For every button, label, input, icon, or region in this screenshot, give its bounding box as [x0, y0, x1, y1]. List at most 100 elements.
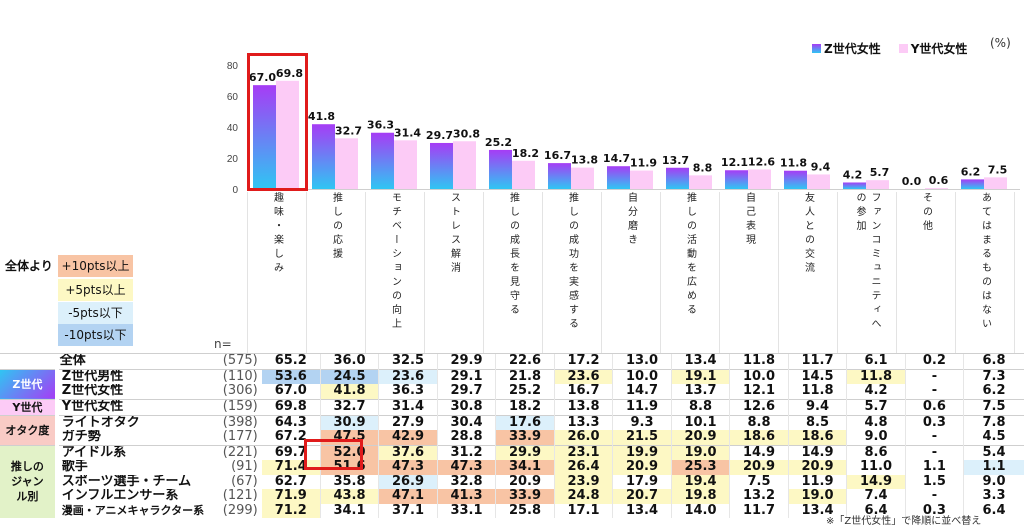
footnote: ※「Z世代女性」で降順に並べ替え	[826, 516, 982, 527]
category-label-column: モチベーションの向上	[365, 192, 424, 354]
table-cell: 31.4	[378, 398, 438, 415]
table-cell: 26.4	[553, 460, 613, 475]
category-label: 友人との交流	[802, 192, 814, 276]
data-label-z-gen: 29.7	[426, 129, 453, 142]
data-label-y-gen: 31.4	[394, 126, 421, 139]
category-label-column: 自己表現	[719, 192, 778, 354]
data-label-z-gen: 14.7	[603, 152, 630, 165]
row-label: ライトオタク	[56, 414, 205, 430]
table-cell: 29.1	[436, 368, 496, 384]
table-cell: 14.9	[729, 444, 789, 460]
bar-y-gen	[512, 160, 535, 189]
table-cell: 53.6	[261, 368, 321, 384]
table-cell: 19.0	[787, 489, 847, 504]
table-cell: 14.9	[846, 474, 906, 489]
legend-item-z: Z世代女性	[812, 40, 881, 57]
table-cell: 24.5	[319, 368, 379, 384]
table-cell: 69.8	[261, 398, 321, 415]
table-cell: 11.9	[787, 474, 847, 489]
table-cell: 19.0	[670, 444, 730, 460]
category-label: ストレス解消	[448, 192, 460, 276]
table-cell: 8.5	[787, 414, 847, 430]
bar-z-gen	[725, 170, 748, 189]
table-cell: 18.6	[729, 430, 789, 445]
table-cell: 21.8	[495, 368, 555, 384]
y-tick-label: 0	[232, 185, 238, 196]
bar-z-gen	[253, 85, 276, 189]
category-label-column: 推しの成長を見守る	[483, 192, 542, 354]
table-cell: 25.2	[495, 384, 555, 399]
table-cell: 13.2	[729, 489, 789, 504]
bar-y-gen	[453, 141, 476, 189]
data-label-z-gen: 11.8	[780, 157, 807, 170]
table-cell: 14.5	[787, 368, 847, 384]
row-sample-size: (91)	[231, 460, 258, 475]
table-cell: 14.0	[670, 503, 730, 518]
data-label-y-gen: 8.8	[693, 161, 713, 174]
table-cell: 9.4	[787, 398, 847, 415]
table-cell: 13.3	[553, 414, 613, 430]
bar-chart: 0 20 40 60 80 67.0 69.8 41.832.7 36.331.4 29.7 30.…	[227, 61, 1020, 196]
table-cell: -	[904, 430, 964, 445]
table-cell: 0.3	[904, 503, 964, 518]
table-cell: 23.6	[553, 368, 613, 384]
table-row: 歌手 (91) 71.4 51.6 47.3 47.3 34.1 26.4 20.9 25.3 20…	[0, 460, 1024, 475]
table-cell: 5.4	[963, 444, 1024, 460]
legend-label-y: Y世代女性	[910, 42, 968, 56]
table-row: Y世代 Y世代女性 (159) 69.8 32.7 31.4 30.8 18.2 13.8 11.…	[0, 398, 1024, 415]
table-cell: 6.4	[963, 503, 1024, 518]
row-group-label-line: 推しの	[10, 460, 44, 474]
data-label-y-gen: 32.7	[335, 124, 362, 137]
data-label-z-gen: 0.0	[902, 175, 922, 188]
category-column-border	[1014, 192, 1015, 354]
legend-label-z: Z世代女性	[824, 42, 881, 56]
table-cell: 29.9	[495, 444, 555, 460]
row-sample-size: (159)	[204, 398, 262, 415]
bar-z-gen	[784, 170, 807, 189]
table-cell: 14.9	[787, 444, 847, 460]
bar-y-gen	[630, 170, 653, 189]
category-label-column: 推しの応援	[306, 192, 365, 354]
table-cell: 20.9	[612, 460, 672, 475]
table-cell: 32.5	[378, 353, 438, 369]
table-row: スポーツ選手・チーム (67) 62.7 35.8 26.9 32.8 20.9 23.9 17…	[0, 474, 1024, 489]
table-cell: 36.0	[319, 353, 379, 369]
table-cell: 11.8	[787, 384, 847, 399]
category-label-column: 推しの成功を実感する	[542, 192, 601, 354]
y-tick-label: 80	[227, 61, 239, 72]
table-cell: 33.9	[495, 430, 555, 445]
row-group-label-text: Y世代	[12, 400, 43, 414]
table-cell: 12.1	[729, 384, 789, 399]
data-label-y-gen: 13.8	[571, 154, 598, 167]
table-cell: 7.3	[963, 368, 1024, 384]
category-label: 推しの活動を広める	[684, 192, 696, 318]
table-row: 漫画・アニメキャラクター系 (299) 71.2 34.1 37.1 33.1 25.8 17…	[0, 503, 1024, 518]
table-cell: 5.7	[846, 398, 906, 415]
table-cell: 23.9	[553, 474, 613, 489]
table-cell: 7.5	[963, 398, 1024, 415]
table-cell: 64.3	[261, 414, 321, 430]
table-cell: 9.0	[963, 474, 1024, 489]
table-cell: 13.4	[612, 503, 672, 518]
table-cell: 33.1	[436, 503, 496, 518]
bar-z-gen	[843, 182, 866, 189]
data-label-y-gen: 7.5	[988, 163, 1008, 176]
unit-label: (%)	[990, 36, 1011, 50]
table-cell: 8.8	[729, 414, 789, 430]
table-cell: 24.8	[553, 489, 613, 504]
data-label-y-gen: 12.6	[748, 155, 775, 168]
table-cell: 20.9	[787, 460, 847, 475]
table-cell: 62.7	[274, 474, 307, 489]
y-tick-label: 20	[227, 154, 239, 165]
table-cell: 47.3	[378, 460, 438, 475]
bar-z-gen	[961, 179, 984, 189]
table-cell: 47.3	[436, 460, 496, 475]
table-cell: 13.0	[612, 353, 672, 369]
table-cell: 11.0	[846, 460, 906, 475]
table-cell: 32.8	[436, 474, 496, 489]
table-row: 全体 (575) 65.2 36.0 32.5 29.9 22.6 17.2 13.0 13.4 1…	[0, 353, 1024, 369]
row-sample-size: (575)	[204, 353, 262, 369]
category-label-column: 推しの活動を広める	[660, 192, 719, 354]
table-cell: -	[904, 384, 964, 399]
table-cell: 41.8	[319, 384, 379, 399]
